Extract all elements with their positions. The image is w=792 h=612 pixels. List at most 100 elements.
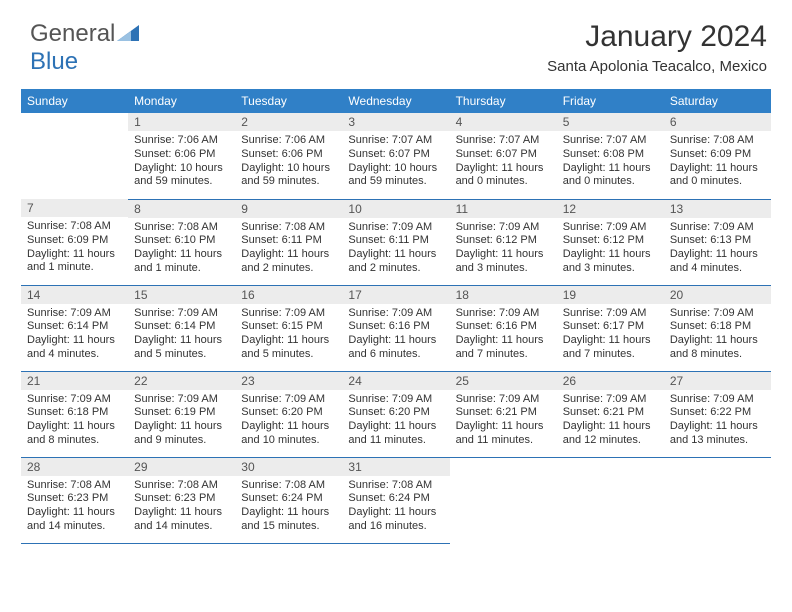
day-number: 4 — [450, 113, 557, 131]
day-details: Sunrise: 7:08 AMSunset: 6:24 PMDaylight:… — [342, 476, 449, 538]
day-details: Sunrise: 7:07 AMSunset: 6:08 PMDaylight:… — [557, 131, 664, 193]
calendar-week-row: 21Sunrise: 7:09 AMSunset: 6:18 PMDayligh… — [21, 371, 771, 457]
day-details: Sunrise: 7:09 AMSunset: 6:20 PMDaylight:… — [342, 390, 449, 452]
day-number: 29 — [128, 458, 235, 476]
calendar-day-cell: 28Sunrise: 7:08 AMSunset: 6:23 PMDayligh… — [21, 457, 128, 543]
logo-triangle-icon — [117, 25, 139, 46]
calendar-week-row: 1Sunrise: 7:06 AMSunset: 6:06 PMDaylight… — [21, 113, 771, 199]
calendar-day-cell: 2Sunrise: 7:06 AMSunset: 6:06 PMDaylight… — [235, 113, 342, 199]
day-details: Sunrise: 7:08 AMSunset: 6:10 PMDaylight:… — [128, 218, 235, 280]
calendar-day-cell: 17Sunrise: 7:09 AMSunset: 6:16 PMDayligh… — [342, 285, 449, 371]
calendar-header-cell: Monday — [128, 89, 235, 113]
calendar-day-cell: 15Sunrise: 7:09 AMSunset: 6:14 PMDayligh… — [128, 285, 235, 371]
day-details: Sunrise: 7:09 AMSunset: 6:18 PMDaylight:… — [21, 390, 128, 452]
day-details: Sunrise: 7:08 AMSunset: 6:24 PMDaylight:… — [235, 476, 342, 538]
day-number: 19 — [557, 286, 664, 304]
day-details: Sunrise: 7:07 AMSunset: 6:07 PMDaylight:… — [342, 131, 449, 193]
day-number: 20 — [664, 286, 771, 304]
day-details: Sunrise: 7:09 AMSunset: 6:22 PMDaylight:… — [664, 390, 771, 452]
day-number: 6 — [664, 113, 771, 131]
day-number: 8 — [128, 200, 235, 218]
calendar-day-cell: 22Sunrise: 7:09 AMSunset: 6:19 PMDayligh… — [128, 371, 235, 457]
calendar-header-cell: Sunday — [21, 89, 128, 113]
day-number: 2 — [235, 113, 342, 131]
calendar-header-cell: Tuesday — [235, 89, 342, 113]
day-number: 18 — [450, 286, 557, 304]
logo-word1: General — [30, 20, 115, 47]
calendar-day-cell: 20Sunrise: 7:09 AMSunset: 6:18 PMDayligh… — [664, 285, 771, 371]
day-details: Sunrise: 7:07 AMSunset: 6:07 PMDaylight:… — [450, 131, 557, 193]
day-number: 26 — [557, 372, 664, 390]
day-details: Sunrise: 7:09 AMSunset: 6:13 PMDaylight:… — [664, 218, 771, 280]
calendar-header-row: SundayMondayTuesdayWednesdayThursdayFrid… — [21, 89, 771, 113]
calendar-day-cell: 10Sunrise: 7:09 AMSunset: 6:11 PMDayligh… — [342, 199, 449, 285]
day-details: Sunrise: 7:09 AMSunset: 6:16 PMDaylight:… — [450, 304, 557, 366]
calendar-day-cell: 12Sunrise: 7:09 AMSunset: 6:12 PMDayligh… — [557, 199, 664, 285]
day-details: Sunrise: 7:09 AMSunset: 6:19 PMDaylight:… — [128, 390, 235, 452]
day-number: 22 — [128, 372, 235, 390]
day-details: Sunrise: 7:06 AMSunset: 6:06 PMDaylight:… — [235, 131, 342, 193]
calendar-day-cell: 30Sunrise: 7:08 AMSunset: 6:24 PMDayligh… — [235, 457, 342, 543]
day-details: Sunrise: 7:08 AMSunset: 6:23 PMDaylight:… — [128, 476, 235, 538]
calendar-day-cell: 19Sunrise: 7:09 AMSunset: 6:17 PMDayligh… — [557, 285, 664, 371]
day-number: 13 — [664, 200, 771, 218]
calendar-day-cell: 27Sunrise: 7:09 AMSunset: 6:22 PMDayligh… — [664, 371, 771, 457]
calendar-body: 1Sunrise: 7:06 AMSunset: 6:06 PMDaylight… — [21, 113, 771, 543]
calendar-day-cell: 31Sunrise: 7:08 AMSunset: 6:24 PMDayligh… — [342, 457, 449, 543]
day-number: 10 — [342, 200, 449, 218]
calendar-week-row: 14Sunrise: 7:09 AMSunset: 6:14 PMDayligh… — [21, 285, 771, 371]
day-number: 27 — [664, 372, 771, 390]
logo: General Blue — [30, 20, 139, 76]
day-details: Sunrise: 7:09 AMSunset: 6:20 PMDaylight:… — [235, 390, 342, 452]
calendar-header-cell: Saturday — [664, 89, 771, 113]
calendar-day-cell — [664, 457, 771, 543]
calendar-day-cell: 13Sunrise: 7:09 AMSunset: 6:13 PMDayligh… — [664, 199, 771, 285]
day-number: 17 — [342, 286, 449, 304]
day-details: Sunrise: 7:09 AMSunset: 6:11 PMDaylight:… — [342, 218, 449, 280]
calendar-table: SundayMondayTuesdayWednesdayThursdayFrid… — [21, 89, 771, 544]
calendar-day-cell: 29Sunrise: 7:08 AMSunset: 6:23 PMDayligh… — [128, 457, 235, 543]
header: General Blue January 2024 Santa Apolonia… — [0, 0, 792, 81]
day-number: 12 — [557, 200, 664, 218]
day-number: 21 — [21, 372, 128, 390]
calendar-header-cell: Friday — [557, 89, 664, 113]
day-details: Sunrise: 7:08 AMSunset: 6:11 PMDaylight:… — [235, 218, 342, 280]
calendar-day-cell: 14Sunrise: 7:09 AMSunset: 6:14 PMDayligh… — [21, 285, 128, 371]
day-number: 7 — [21, 199, 128, 217]
day-number: 31 — [342, 458, 449, 476]
day-details: Sunrise: 7:06 AMSunset: 6:06 PMDaylight:… — [128, 131, 235, 193]
calendar-day-cell: 26Sunrise: 7:09 AMSunset: 6:21 PMDayligh… — [557, 371, 664, 457]
day-number: 28 — [21, 458, 128, 476]
day-details: Sunrise: 7:09 AMSunset: 6:21 PMDaylight:… — [450, 390, 557, 452]
calendar-header-cell: Thursday — [450, 89, 557, 113]
calendar-day-cell: 16Sunrise: 7:09 AMSunset: 6:15 PMDayligh… — [235, 285, 342, 371]
calendar-day-cell: 1Sunrise: 7:06 AMSunset: 6:06 PMDaylight… — [128, 113, 235, 199]
calendar-day-cell: 11Sunrise: 7:09 AMSunset: 6:12 PMDayligh… — [450, 199, 557, 285]
day-number: 25 — [450, 372, 557, 390]
calendar-day-cell: 6Sunrise: 7:08 AMSunset: 6:09 PMDaylight… — [664, 113, 771, 199]
calendar-day-cell: 4Sunrise: 7:07 AMSunset: 6:07 PMDaylight… — [450, 113, 557, 199]
calendar-day-cell: 7Sunrise: 7:08 AMSunset: 6:09 PMDaylight… — [21, 199, 128, 285]
day-number: 14 — [21, 286, 128, 304]
day-number: 30 — [235, 458, 342, 476]
day-number: 11 — [450, 200, 557, 218]
page-subtitle: Santa Apolonia Teacalco, Mexico — [547, 58, 767, 75]
title-block: January 2024 Santa Apolonia Teacalco, Me… — [547, 20, 767, 75]
day-number: 5 — [557, 113, 664, 131]
day-details: Sunrise: 7:09 AMSunset: 6:12 PMDaylight:… — [450, 218, 557, 280]
calendar-day-cell: 9Sunrise: 7:08 AMSunset: 6:11 PMDaylight… — [235, 199, 342, 285]
logo-word2: Blue — [30, 48, 78, 75]
calendar-day-cell: 23Sunrise: 7:09 AMSunset: 6:20 PMDayligh… — [235, 371, 342, 457]
calendar-day-cell: 21Sunrise: 7:09 AMSunset: 6:18 PMDayligh… — [21, 371, 128, 457]
day-details: Sunrise: 7:09 AMSunset: 6:14 PMDaylight:… — [21, 304, 128, 366]
day-number: 16 — [235, 286, 342, 304]
day-details: Sunrise: 7:08 AMSunset: 6:09 PMDaylight:… — [664, 131, 771, 193]
calendar-day-cell: 5Sunrise: 7:07 AMSunset: 6:08 PMDaylight… — [557, 113, 664, 199]
day-details: Sunrise: 7:09 AMSunset: 6:21 PMDaylight:… — [557, 390, 664, 452]
day-details: Sunrise: 7:08 AMSunset: 6:09 PMDaylight:… — [21, 217, 128, 279]
day-number: 9 — [235, 200, 342, 218]
day-details: Sunrise: 7:09 AMSunset: 6:18 PMDaylight:… — [664, 304, 771, 366]
day-number: 1 — [128, 113, 235, 131]
calendar-day-cell — [21, 113, 128, 199]
day-number: 24 — [342, 372, 449, 390]
